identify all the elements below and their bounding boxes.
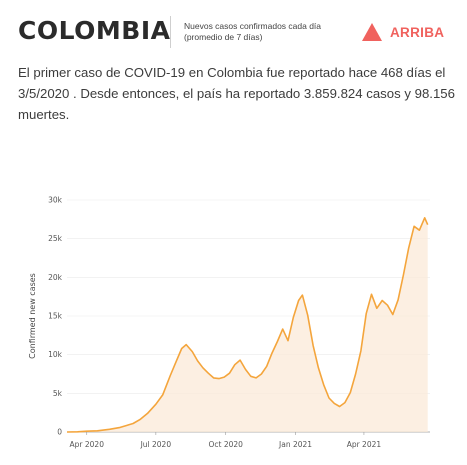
x-tick-label: Jan 2021 — [278, 440, 312, 449]
y-tick-label: 5k — [53, 389, 63, 398]
country-title: COLOMBIA — [18, 16, 171, 45]
x-tick-label: Apr 2020 — [70, 440, 105, 449]
y-tick-label: 30k — [48, 196, 63, 205]
x-tick-label: Jul 2020 — [140, 440, 172, 449]
y-tick-label: 10k — [48, 350, 63, 359]
cases-area — [67, 217, 428, 432]
x-tick-label: Apr 2021 — [347, 440, 382, 449]
metric-label-line1: Nuevos casos confirmados cada día — [184, 21, 322, 31]
y-tick-label: 15k — [48, 312, 63, 321]
header-divider — [170, 16, 171, 48]
y-tick-label: 20k — [48, 273, 63, 282]
trend-indicator: ARRIBA — [362, 19, 444, 45]
metric-label: Nuevos casos confirmados cada día (prome… — [184, 21, 364, 43]
y-tick-label: 25k — [48, 234, 63, 243]
summary-text: El primer caso de COVID-19 en Colombia f… — [18, 65, 455, 122]
y-axis-label: Confirmed new cases — [28, 273, 37, 359]
cases-chart: 0 5k 10k 15k 20k 25k 30k Apr 2020 Jul 2020 Oct 20… — [28, 196, 430, 449]
x-tick-label: Oct 2020 — [208, 440, 243, 449]
cases-line — [66, 217, 429, 433]
trend-label: ARRIBA — [390, 24, 445, 40]
metric-label-line2: (promedio de 7 días) — [184, 32, 263, 42]
triangle-up-icon — [362, 23, 382, 41]
y-tick-label: 0 — [57, 428, 62, 437]
